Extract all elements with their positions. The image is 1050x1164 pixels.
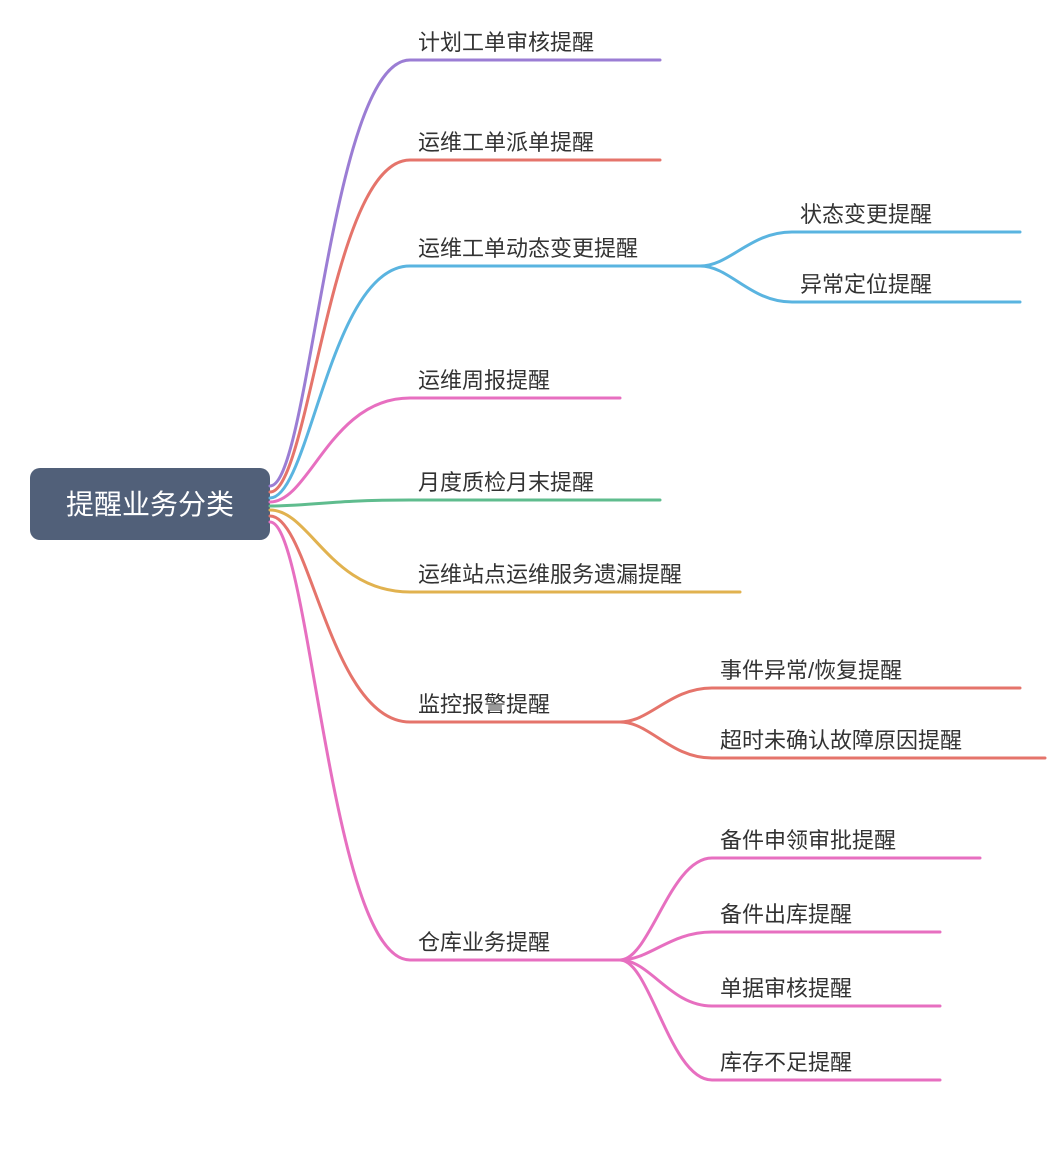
branch-n5 xyxy=(270,500,660,506)
child-label-n8-0: 备件申领审批提醒 xyxy=(720,828,896,853)
child-label-n7-0: 事件异常/恢复提醒 xyxy=(720,658,902,683)
node-label-n3: 运维工单动态变更提醒 xyxy=(418,236,638,261)
node-label-n7: 监控报警提醒 xyxy=(418,692,550,717)
child-label-n8-1: 备件出库提醒 xyxy=(720,902,852,927)
child-label-n8-3: 库存不足提醒 xyxy=(720,1050,852,1075)
child-label-n3-0: 状态变更提醒 xyxy=(800,202,932,227)
branch-n3-c0 xyxy=(700,232,1020,266)
node-label-n4: 运维周报提醒 xyxy=(418,368,550,393)
branch-n2 xyxy=(270,160,660,492)
mindmap-diagram: 提醒业务分类 计划工单审核提醒运维工单派单提醒运维工单动态变更提醒 状态变更提醒异常… xyxy=(0,0,1050,1164)
branch-n1 xyxy=(270,60,660,486)
child-label-n3-1: 异常定位提醒 xyxy=(800,272,932,297)
child-label-n7-1: 超时未确认故障原因提醒 xyxy=(720,728,962,753)
node-label-n5: 月度质检月末提醒 xyxy=(418,470,594,495)
child-label-n8-2: 单据审核提醒 xyxy=(720,976,852,1001)
node-label-n1: 计划工单审核提醒 xyxy=(418,30,594,55)
branch-n8-c1 xyxy=(620,932,940,960)
node-label-n6: 运维站点运维服务遗漏提醒 xyxy=(418,562,682,587)
branch-n7-c0 xyxy=(620,688,1020,722)
node-label-n8: 仓库业务提醒 xyxy=(418,930,550,955)
node-label-n2: 运维工单派单提醒 xyxy=(418,130,594,155)
branch-n8 xyxy=(270,522,620,960)
root-label: 提醒业务分类 xyxy=(66,489,234,520)
